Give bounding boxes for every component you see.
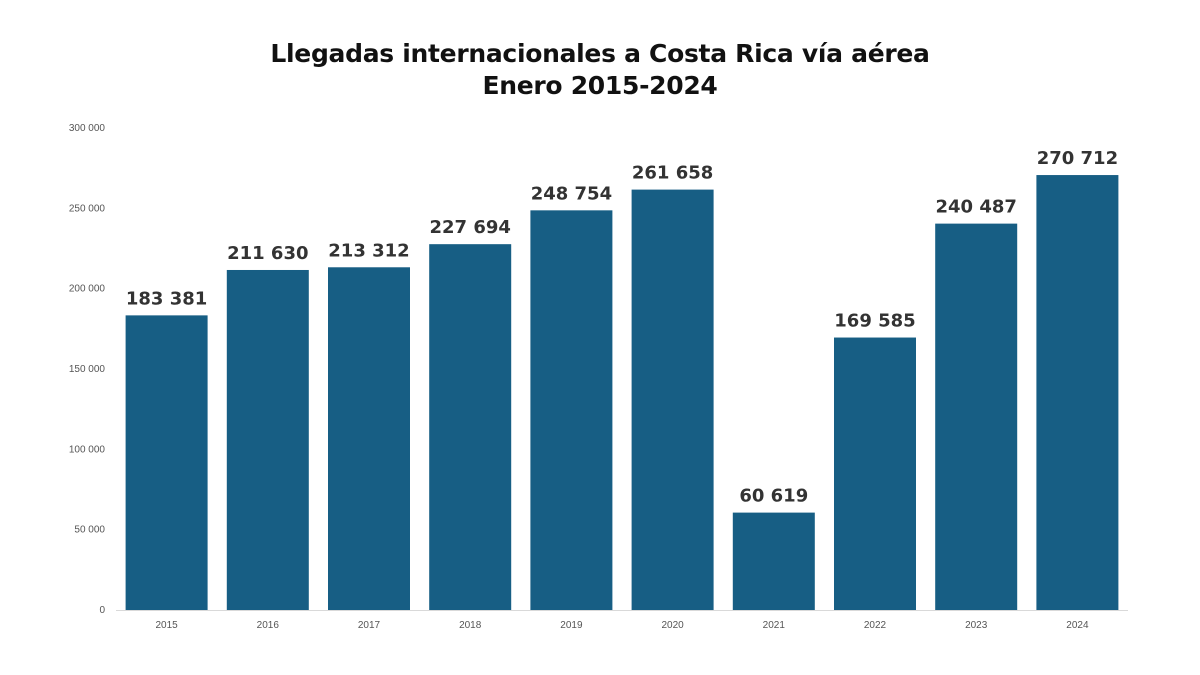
data-label-2016: 211 630 [227, 243, 308, 264]
bars [125, 175, 1119, 611]
x-tick-label-2024: 2024 [1066, 620, 1089, 631]
bar-2017[interactable] [328, 267, 410, 610]
y-tick-label: 250 000 [69, 203, 106, 214]
y-tick-label: 150 000 [69, 364, 106, 375]
data-label-2024: 270 712 [1037, 148, 1118, 169]
data-label-2022: 169 585 [834, 311, 915, 332]
bar-2020[interactable] [631, 189, 714, 610]
data-label-2021: 60 619 [739, 486, 808, 507]
bar-2019[interactable] [530, 210, 613, 610]
y-tick-label: 300 000 [69, 123, 106, 134]
x-tick-label-2015: 2015 [155, 620, 178, 631]
data-label-2019: 248 754 [531, 183, 612, 204]
y-axis: 0 50 000 100 000 150 000 200 000 250 000 300 0… [69, 123, 106, 616]
bar-2016[interactable] [226, 269, 309, 610]
chart-subtitle-line: Enero 2015-2024 [482, 71, 718, 100]
chart-title-line: Llegadas internacionales a Costa Rica ví… [270, 39, 930, 68]
data-label-2015: 183 381 [126, 288, 207, 309]
y-tick-label: 100 000 [69, 444, 106, 455]
chart-title: Llegadas internacionales a Costa Rica ví… [0, 38, 1200, 102]
data-label-2017: 213 312 [328, 240, 409, 261]
y-tick-label: 50 000 [74, 525, 105, 536]
x-tick-label-2016: 2016 [257, 620, 280, 631]
data-label-2023: 240 487 [935, 197, 1016, 218]
data-label-2018: 227 694 [429, 217, 510, 238]
data-label-2020: 261 658 [632, 163, 713, 184]
x-tick-label-2017: 2017 [358, 620, 381, 631]
bar-2015[interactable] [125, 315, 208, 610]
bar-2021[interactable] [732, 512, 815, 610]
y-tick-label: 0 [99, 605, 105, 616]
bar-2024[interactable] [1036, 175, 1119, 610]
x-tick-label-2023: 2023 [965, 620, 988, 631]
data-labels: 183 381 211 630 213 312 227 694 248 754 261 6… [126, 148, 1118, 507]
x-tick-label-2022: 2022 [864, 620, 887, 631]
x-tick-label-2019: 2019 [560, 620, 583, 631]
bar-2023[interactable] [935, 223, 1018, 610]
x-axis: 2015 2016 2017 2018 2019 2020 2021 2022 2023 2024 [116, 610, 1128, 631]
x-tick-label-2018: 2018 [459, 620, 482, 631]
bar-2022[interactable] [834, 337, 916, 610]
x-tick-label-2021: 2021 [763, 620, 786, 631]
x-tick-label-2020: 2020 [661, 620, 684, 631]
y-tick-label: 200 000 [69, 284, 106, 295]
bar-2018[interactable] [429, 244, 512, 611]
